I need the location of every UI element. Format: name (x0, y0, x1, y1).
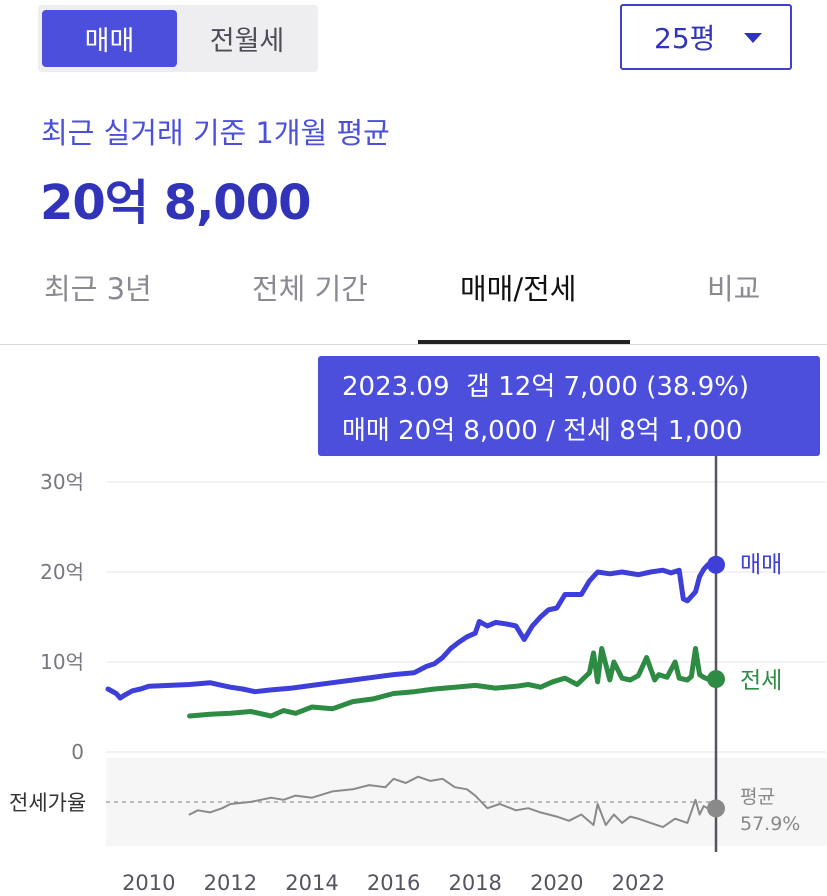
ratio-end-marker (707, 799, 725, 818)
area-size-dropdown[interactable]: 25평 (620, 4, 792, 70)
x-tick-label: 2012 (204, 871, 257, 895)
tab-divider (0, 344, 827, 345)
tab-recent-3-years[interactable]: 최근 3년 (44, 272, 152, 306)
price-basis-subtitle: 최근 실거래 기준 1개월 평균 (41, 116, 390, 150)
x-tick-label: 2010 (122, 871, 175, 895)
active-tab-indicator (418, 340, 630, 344)
sale-toggle-button[interactable]: 매매 (42, 10, 177, 67)
area-size-value: 25평 (654, 22, 716, 55)
tab-all-period[interactable]: 전체 기간 (252, 272, 368, 306)
ratio-average-label: 평균 (740, 786, 775, 808)
x-tick-label: 2018 (448, 871, 501, 895)
chart-lines (105, 562, 711, 829)
sale-price-line (105, 562, 711, 701)
y-axis-labels: 30억 20억 10억 0 (40, 470, 84, 764)
x-tick-label: 2016 (367, 871, 420, 895)
jeonse-toggle-button[interactable]: 전월세 (209, 26, 285, 57)
jeonse-end-marker (707, 670, 725, 689)
jeonse-price-line (187, 646, 711, 719)
ratio-average-value: 57.9% (740, 813, 800, 835)
trade-type-toggle: 매매 전월세 (38, 5, 318, 72)
y-tick-label: 0 (71, 740, 84, 764)
x-tick-label: 2014 (285, 871, 338, 895)
caret-down-icon (744, 33, 762, 43)
jeonse-ratio-line (188, 775, 709, 829)
x-tick-label: 2020 (530, 871, 583, 895)
y-tick-label: 30억 (40, 470, 84, 494)
x-tick-label: 2022 (612, 871, 665, 895)
chart-grid (106, 481, 826, 753)
tooltip-gap-line: 2023.09 갭 12억 7,000 (38.9%) (342, 372, 750, 402)
jeonse-end-label: 전세 (740, 668, 782, 694)
ratio-panel-label: 전세가율 (9, 791, 86, 815)
sale-end-marker (707, 555, 725, 574)
tab-sale-jeonse[interactable]: 매매/전세 (460, 272, 577, 306)
tab-compare[interactable]: 비교 (707, 272, 761, 306)
tooltip-price-line: 매매 20억 8,000 / 전세 8억 1,000 (342, 416, 743, 446)
y-tick-label: 10억 (40, 650, 84, 674)
x-axis-labels: 2010 2012 2014 2016 2018 2020 2022 (122, 871, 665, 895)
sale-end-label: 매매 (740, 552, 782, 578)
y-tick-label: 20억 (40, 560, 84, 584)
chart-tooltip: 2023.09 갭 12억 7,000 (38.9%) 매매 20억 8,000… (318, 356, 820, 456)
average-price: 20억 8,000 (40, 175, 311, 231)
chart-end-markers (707, 555, 725, 818)
